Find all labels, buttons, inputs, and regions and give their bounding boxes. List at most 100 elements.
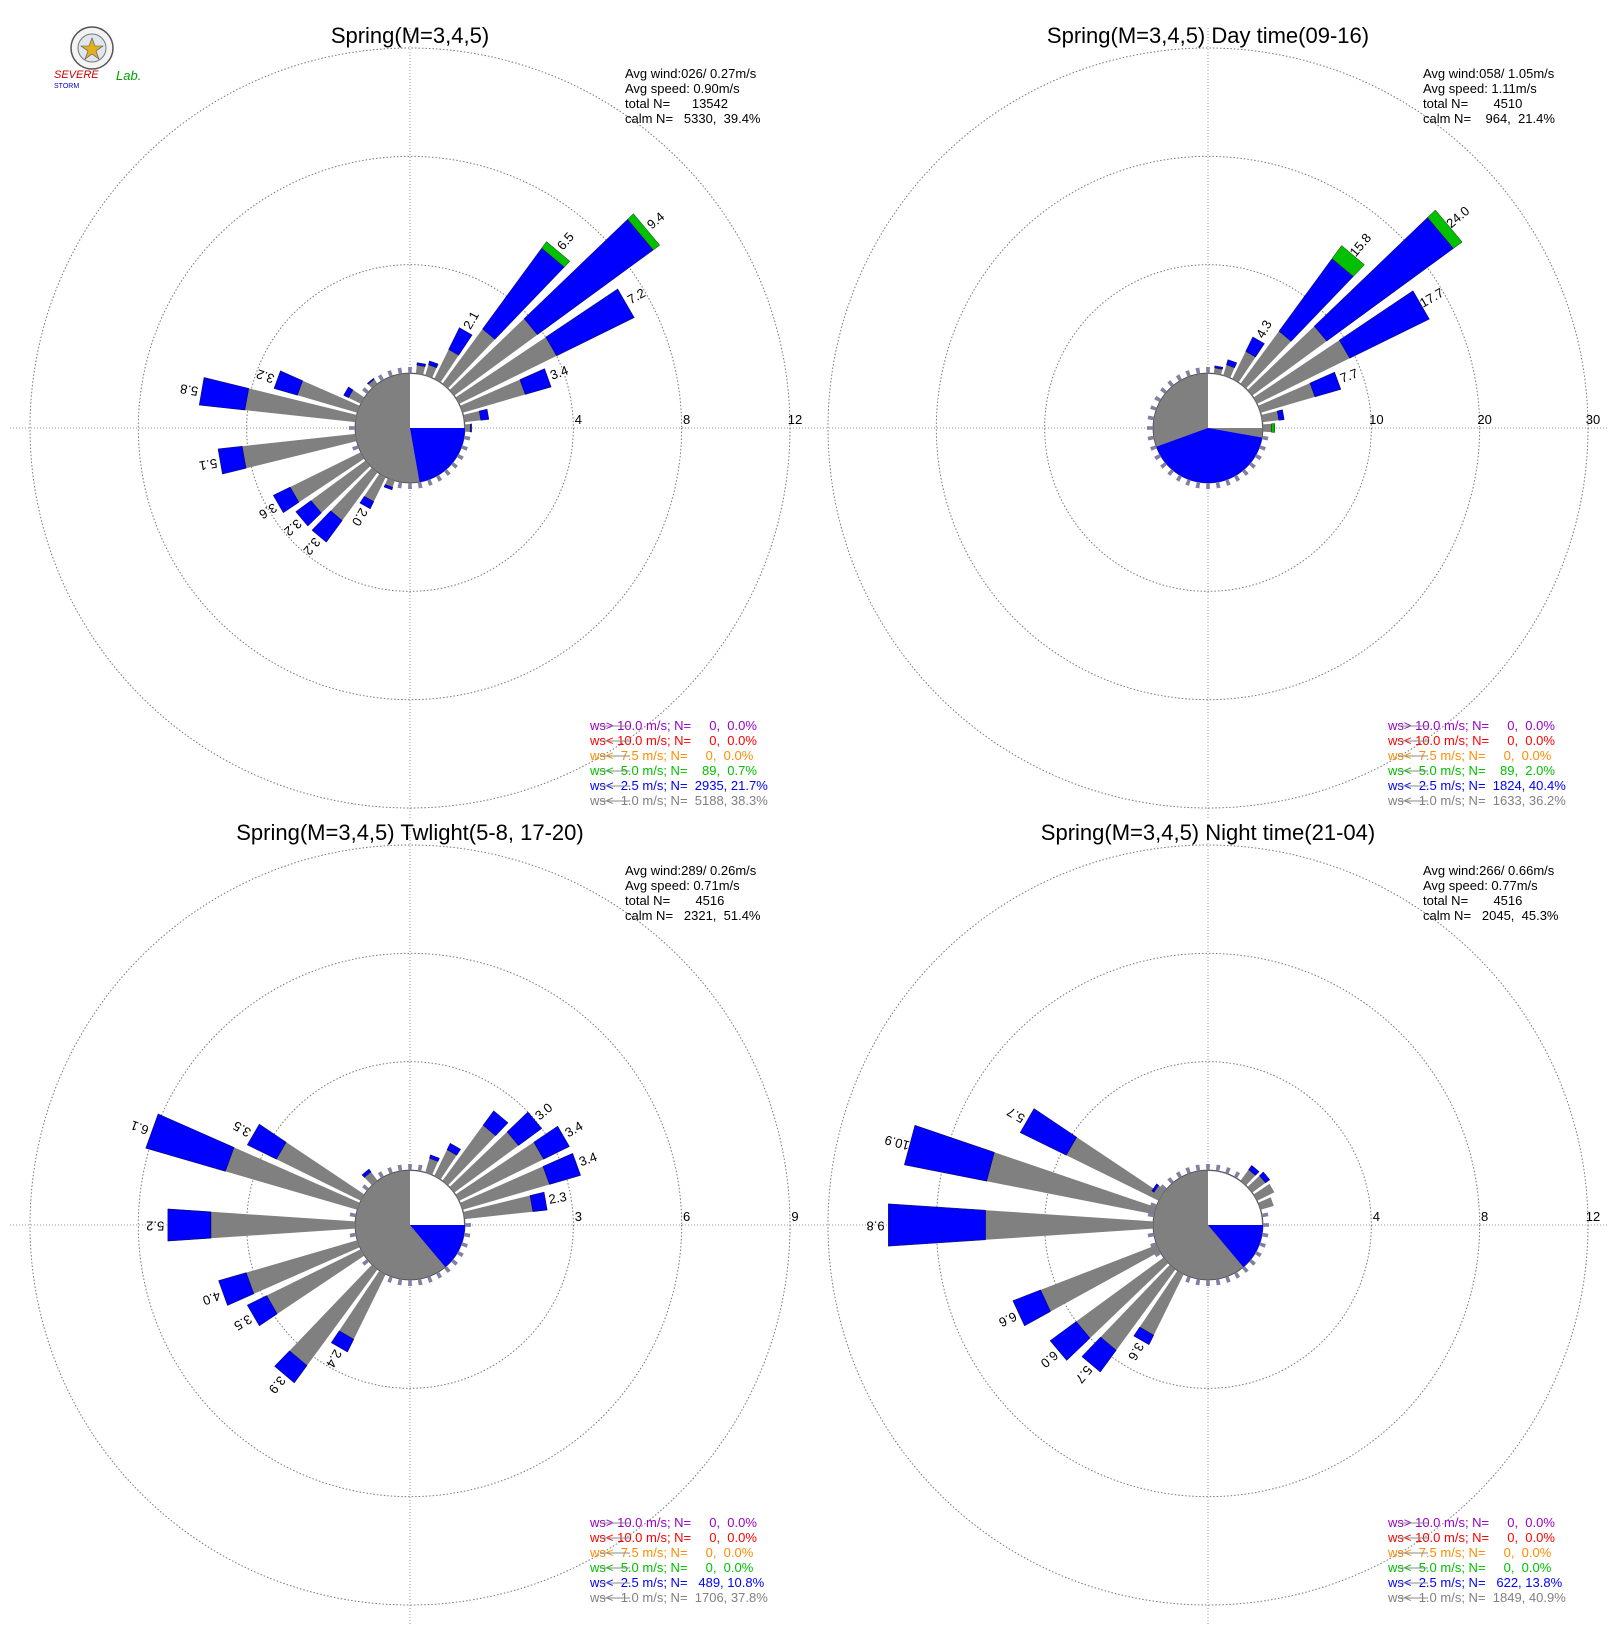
direction-tick xyxy=(1175,1171,1182,1179)
legend-entry: ws< 5.0 m/s; N= 89, 0.7% xyxy=(589,763,757,778)
bar-value-label: 3.2 xyxy=(281,516,304,539)
stat-line: total N= 4516 xyxy=(625,893,724,908)
panel-title: Spring(M=3,4,5) Night time(21-04) xyxy=(1041,820,1375,845)
bar-segment-gray xyxy=(434,349,459,383)
legend-entry: ws< 5.0 m/s; N= 0, 0.0% xyxy=(1387,1560,1552,1575)
bar-segment-gray xyxy=(1247,1175,1266,1193)
legend-entry: ws> 10.0 m/s; N= 0, 0.0% xyxy=(589,718,757,733)
bar-value-label: 5.1 xyxy=(198,456,218,474)
radial-tick-label: 30 xyxy=(1586,412,1600,427)
direction-tick xyxy=(1225,1276,1231,1283)
logo-text-storm: STORM xyxy=(54,83,79,90)
panel-title: Spring(M=3,4,5) xyxy=(331,23,489,48)
direction-tick xyxy=(1195,1164,1201,1172)
bar-segment-gray xyxy=(1240,1169,1256,1186)
bar-value-label: 4.0 xyxy=(201,1288,223,1308)
radial-tick-label: 4 xyxy=(575,412,582,427)
direction-tick xyxy=(387,1167,393,1174)
bar-segment-blue xyxy=(1226,359,1238,369)
calm-sector-blue xyxy=(1156,428,1263,484)
direction-tick xyxy=(1242,1266,1249,1273)
bar-segment-gray xyxy=(986,1152,1156,1215)
direction-tick xyxy=(1147,426,1153,430)
legend-entry: ws< 2.5 m/s; N= 1824, 40.4% xyxy=(1387,778,1566,793)
bar-segment-blue xyxy=(217,445,247,475)
bar-segment-gray xyxy=(455,1142,544,1201)
direction-tick xyxy=(1215,1164,1221,1172)
bar-segment-gray xyxy=(442,329,495,389)
bar-segment-gray xyxy=(1040,1244,1160,1312)
direction-tick xyxy=(1242,469,1249,476)
direction-tick xyxy=(436,474,443,482)
legend-entry: ws< 2.5 m/s; N= 489, 10.8% xyxy=(589,1575,765,1590)
windrose-panel: 4.315.824.017.77.710 20 30Spring(M=3,4,5) … xyxy=(810,23,1608,820)
direction-tick xyxy=(408,367,412,373)
direction-tick xyxy=(349,1212,357,1218)
bar-segment-blue xyxy=(366,377,375,385)
stat-line: calm N= 2045, 45.3% xyxy=(1423,908,1559,923)
bar-value-label: 2.3 xyxy=(547,1189,567,1207)
bar-segment-blue xyxy=(1019,1108,1078,1156)
direction-tick xyxy=(1195,481,1201,489)
direction-tick xyxy=(1150,445,1157,451)
logo-text-severe: SEVERE xyxy=(54,69,99,81)
bar-segment-gray xyxy=(1139,1270,1184,1336)
bar-segment-blue xyxy=(1214,365,1224,370)
direction-tick xyxy=(1206,1280,1210,1286)
panel-title: Spring(M=3,4,5) Twlight(5-8, 17-20) xyxy=(236,820,583,845)
calm-sector-blue xyxy=(410,1225,465,1268)
radial-ring xyxy=(1044,1061,1372,1389)
bar-segment-gray xyxy=(297,380,360,413)
stat-line: total N= 4510 xyxy=(1423,96,1522,111)
stat-line: total N= 4516 xyxy=(1423,893,1522,908)
bar-value-label: 7.7 xyxy=(1338,365,1360,385)
bar-segment-gray xyxy=(1247,326,1327,396)
legend-entry: ws< 5.0 m/s; N= 0, 0.0% xyxy=(589,1560,754,1575)
bar-segment-gray xyxy=(1100,1264,1176,1351)
direction-tick xyxy=(362,1184,369,1191)
direction-tick xyxy=(456,1251,464,1258)
direction-tick xyxy=(1150,1242,1157,1248)
bar-value-label: 3.0 xyxy=(532,1100,555,1123)
bar-segment-blue xyxy=(1133,1326,1155,1346)
direction-tick xyxy=(1154,454,1162,461)
bar-segment-gray xyxy=(244,388,357,423)
direction-tick xyxy=(387,1276,393,1283)
bar-segment-gray xyxy=(1076,1257,1169,1339)
bar-segment-green xyxy=(1271,423,1276,433)
stat-line: total N= 13542 xyxy=(625,96,728,111)
legend-entry: ws< 1.0 m/s; N= 1706, 37.8% xyxy=(589,1590,768,1605)
direction-tick xyxy=(451,462,458,469)
bar-segment-blue xyxy=(359,495,375,510)
windrose-panel: 2.16.59.47.23.42.03.23.23.65.15.83.24 8 12… xyxy=(10,23,810,820)
direction-tick xyxy=(1160,1184,1167,1191)
stat-line: calm N= 2321, 51.4% xyxy=(625,908,761,923)
direction-tick xyxy=(397,367,403,375)
bar-segment-green xyxy=(1427,209,1463,249)
radial-tick-label: 12 xyxy=(788,412,802,427)
calm-sector-white xyxy=(1208,374,1262,428)
bar-segment-gray xyxy=(1258,383,1315,413)
bar-value-label: 3.6 xyxy=(1125,1340,1147,1363)
bar-segment-blue xyxy=(428,360,439,369)
bar-segment-blue xyxy=(1012,1289,1051,1327)
direction-tick xyxy=(1175,374,1182,382)
bar-segment-gray xyxy=(266,1249,365,1314)
stat-line: calm N= 964, 21.4% xyxy=(1423,111,1555,126)
direction-tick xyxy=(1234,1171,1241,1179)
legend-entry: ws< 10.0 m/s; N= 0, 0.0% xyxy=(589,733,757,748)
bar-segment-gray xyxy=(1213,367,1223,375)
bar-segment-blue xyxy=(1245,336,1265,358)
radial-tick-label: 10 xyxy=(1369,412,1383,427)
bar-value-label: 3.2 xyxy=(300,535,323,558)
bar-value-label: 5.8 xyxy=(179,381,199,399)
direction-tick xyxy=(427,1276,433,1283)
legend-entry: ws< 2.5 m/s; N= 2935, 21.7% xyxy=(589,778,768,793)
radial-ring xyxy=(827,47,1589,809)
windrose-plot-area: 3.6 5.7 6.0 6.6 9.8 10.9 5.7 xyxy=(810,825,1608,1625)
bar-segment-gray xyxy=(425,364,437,378)
direction-tick xyxy=(1261,1212,1269,1218)
bar-value-label: 3.9 xyxy=(266,1373,289,1396)
direction-tick xyxy=(417,1164,423,1172)
direction-tick xyxy=(1263,1223,1269,1227)
